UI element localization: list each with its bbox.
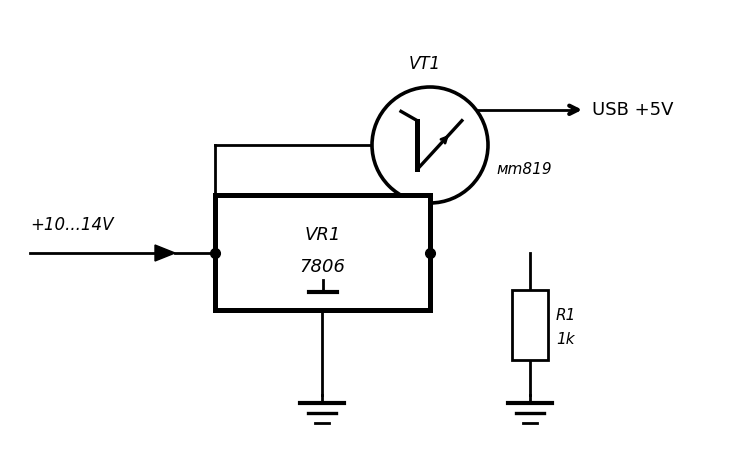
Bar: [215, 195, 430, 310]
Circle shape: [372, 87, 488, 203]
Text: VT1: VT1: [409, 55, 441, 73]
Text: R1: R1: [556, 308, 576, 322]
Text: 7806: 7806: [299, 259, 346, 277]
Text: мm819: мm819: [496, 163, 552, 177]
Polygon shape: [155, 245, 175, 261]
Text: +10...14V: +10...14V: [30, 216, 114, 234]
Text: VR1: VR1: [305, 225, 341, 243]
Text: 1k: 1k: [556, 331, 575, 347]
Text: USB +5V: USB +5V: [592, 101, 674, 119]
Bar: [512, 290, 548, 360]
